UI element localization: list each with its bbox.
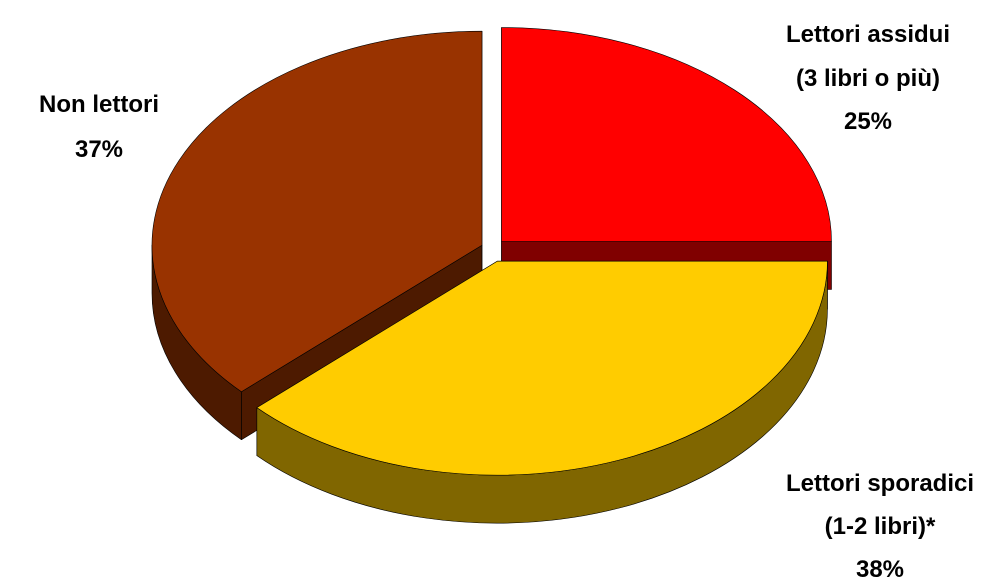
pie-slice-lettori-assidui: [501, 27, 832, 290]
pie-slice-top: [501, 27, 832, 242]
slice-value-label: 38%: [856, 556, 904, 580]
pie-slice-lettori-sporadici: [256, 260, 828, 524]
slice-value-label: 37%: [75, 136, 123, 163]
slice-label-lettori-sporadici: Lettori sporadici (1-2 libri)* 38%: [786, 470, 974, 580]
pie-slice-top: [151, 30, 483, 393]
slice-label-line: (1-2 libri)*: [825, 513, 936, 540]
slice-label-non-lettori: Non lettori 37%: [39, 91, 159, 163]
slice-label-line: (3 libri o più): [796, 65, 940, 92]
pie-labels: Lettori assidui (3 libri o più) 25% Lett…: [39, 21, 974, 580]
pie-slice-top: [256, 260, 828, 476]
slice-label-line: Lettori assidui: [786, 21, 950, 48]
slice-value-label: 25%: [844, 108, 892, 135]
pie-slices: [151, 27, 832, 524]
slice-label-lettori-assidui: Lettori assidui (3 libri o più) 25%: [786, 21, 950, 135]
slice-label-line: Lettori sporadici: [786, 470, 974, 497]
slice-label-line: Non lettori: [39, 91, 159, 118]
